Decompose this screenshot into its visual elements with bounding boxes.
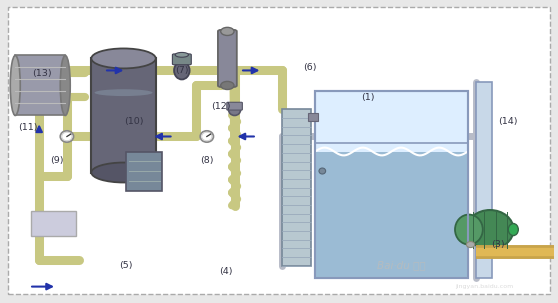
FancyBboxPatch shape <box>8 7 550 294</box>
Ellipse shape <box>466 210 513 249</box>
FancyBboxPatch shape <box>218 30 237 87</box>
Ellipse shape <box>202 132 212 141</box>
Ellipse shape <box>10 55 20 115</box>
FancyBboxPatch shape <box>315 152 468 278</box>
FancyBboxPatch shape <box>308 113 318 122</box>
FancyBboxPatch shape <box>15 55 65 115</box>
FancyBboxPatch shape <box>282 109 311 266</box>
FancyBboxPatch shape <box>227 102 242 110</box>
Ellipse shape <box>92 48 156 68</box>
Text: (5): (5) <box>119 261 133 270</box>
Ellipse shape <box>94 89 152 96</box>
Ellipse shape <box>319 168 326 174</box>
Text: (6): (6) <box>303 63 316 72</box>
Ellipse shape <box>175 52 189 57</box>
Ellipse shape <box>508 224 518 235</box>
FancyBboxPatch shape <box>31 211 76 236</box>
Text: (14): (14) <box>498 117 517 126</box>
Ellipse shape <box>221 82 234 89</box>
Ellipse shape <box>200 131 214 142</box>
FancyBboxPatch shape <box>126 152 162 191</box>
Text: (11): (11) <box>18 123 37 132</box>
Ellipse shape <box>221 27 234 35</box>
FancyBboxPatch shape <box>172 54 191 65</box>
Text: (8): (8) <box>200 156 214 165</box>
Ellipse shape <box>60 131 74 142</box>
Text: (1): (1) <box>361 93 374 102</box>
Text: (13): (13) <box>32 69 52 78</box>
Ellipse shape <box>174 62 190 79</box>
Ellipse shape <box>62 132 72 141</box>
FancyBboxPatch shape <box>315 92 468 278</box>
Text: (12): (12) <box>211 102 230 111</box>
FancyBboxPatch shape <box>476 82 492 278</box>
Text: jingyan.baidu.com: jingyan.baidu.com <box>455 284 513 289</box>
Ellipse shape <box>228 103 240 115</box>
FancyBboxPatch shape <box>92 58 156 172</box>
Ellipse shape <box>455 215 483 245</box>
Ellipse shape <box>60 55 70 115</box>
Text: (10): (10) <box>124 117 143 126</box>
Text: Bai·du 经验: Bai·du 经验 <box>377 261 425 271</box>
Text: (7): (7) <box>175 66 189 75</box>
Ellipse shape <box>466 241 475 248</box>
Text: (9): (9) <box>50 156 64 165</box>
Ellipse shape <box>92 162 156 182</box>
Text: (4): (4) <box>219 267 233 276</box>
Text: (3): (3) <box>492 240 505 249</box>
